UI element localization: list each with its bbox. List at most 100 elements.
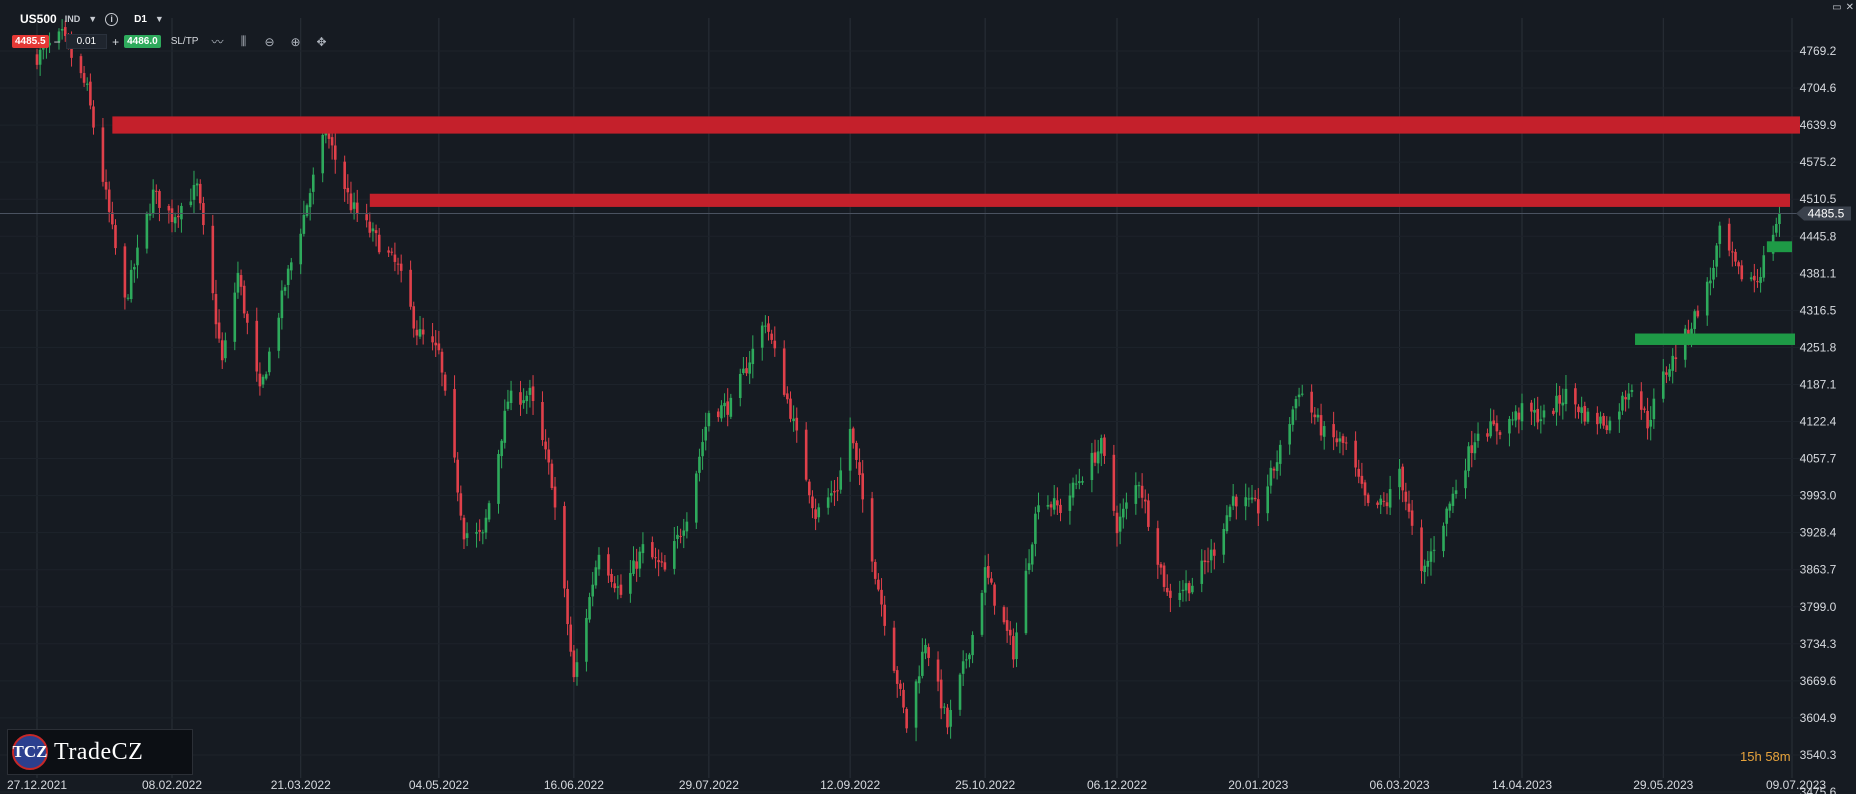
candle-body [1266,486,1269,514]
candle-body [1470,445,1474,454]
candle-body [1756,281,1759,283]
candle-body [79,56,83,74]
candle-body [1034,513,1037,544]
candle-body [1514,411,1518,421]
candle-body [443,374,447,391]
candle-body [883,604,886,626]
candle-body [1445,508,1448,524]
candle-body [1213,549,1216,556]
candle-body [330,137,334,146]
candle-body [943,706,946,708]
candle-body [663,562,667,570]
candle-body [1398,468,1401,488]
candle-body [657,560,660,563]
candle-body [760,325,764,348]
candle-body [1008,629,1012,636]
candle-body [1247,498,1251,500]
candle-body [1056,500,1059,506]
candle-body [1624,397,1627,400]
candle-body [1693,311,1696,330]
candle-body [242,285,246,314]
candle-body [1200,560,1204,584]
candle-body [921,651,924,676]
x-tick-label: 27.12.2021 [7,778,67,792]
candle-body [1508,418,1511,434]
candle-body [459,493,463,516]
candle-body [1162,565,1166,587]
sell-button[interactable]: 4485.5 [12,35,49,48]
candle-body [453,389,456,458]
quantity-input[interactable]: 0.01 [65,34,108,49]
resistance-zone [369,193,1790,207]
candle-body [1300,393,1304,395]
candle-body [1727,223,1731,251]
candle-body [133,267,136,270]
quantity-increase-button[interactable]: + [112,34,120,49]
candle-body [927,647,930,658]
y-tick-label: 3799.0 [1800,600,1837,614]
crosshair-icon[interactable]: ✥ [316,34,327,49]
candle-body [173,217,177,224]
candle-body [1165,587,1169,593]
zoom-in-icon[interactable]: ⊕ [290,34,301,49]
buy-button[interactable]: 4486.0 [124,35,161,48]
candle-body [855,442,858,460]
candles-icon[interactable]: ⫼ [240,34,247,48]
quantity-decrease-button[interactable]: − [53,34,61,49]
info-icon[interactable]: i [105,12,119,26]
candle-body [594,567,598,586]
chevron-down-icon[interactable]: ▼ [88,14,98,24]
candle-body [1630,389,1634,392]
candle-body [861,473,864,500]
candle-body [236,272,240,293]
sl-tp-button[interactable]: SL/TP [170,36,199,47]
candle-body [239,275,243,287]
x-tick-label: 12.09.2022 [820,778,880,792]
candle-body [365,214,368,221]
line-chart-icon[interactable]: 〰 [211,35,224,49]
timeframe-selector[interactable]: D1 [134,13,147,25]
candle-body [355,202,359,214]
candle-body [873,561,877,579]
countdown-minutes: 58m [1765,749,1791,764]
candle-body [792,418,795,422]
candle-body [1078,481,1081,484]
candle-body [748,362,751,374]
y-tick-label: 3475.6 [1800,785,1837,794]
x-tick-label: 08.02.2022 [142,778,202,792]
candle-body [726,401,729,415]
candle-body [1253,497,1257,500]
candle-body [654,557,657,559]
candle-body [1096,451,1100,464]
candle-body [1423,565,1426,573]
candle-body [1602,415,1605,426]
candle-body [572,650,576,678]
candle-body [607,554,610,576]
timeframe-chevron-down-icon[interactable]: ▼ [154,14,164,24]
candle-body [233,292,237,342]
candle-body [836,490,839,492]
candle-body [101,127,105,182]
candle-body [412,306,416,329]
y-tick-label: 4316.5 [1800,303,1837,317]
symbol-selector[interactable]: US500 [20,12,57,26]
candle-body [877,579,880,590]
candle-body [1059,504,1062,514]
maximize-icon[interactable]: ▭ [1832,2,1842,13]
candle-body [1599,416,1602,424]
candle-body [880,589,883,605]
zoom-out-icon[interactable]: ⊖ [264,34,275,49]
y-tick-label: 3540.3 [1800,748,1837,762]
candle-body [895,670,899,684]
support-zone [1766,241,1792,253]
candle-body [914,681,918,728]
candle-body [41,46,45,50]
candle-body [673,541,676,569]
candle-body [503,410,507,443]
candle-body [89,81,92,106]
candle-body [1382,500,1386,502]
close-icon[interactable]: ✕ [1845,2,1854,13]
current-price-label: 4485.5 [1808,207,1845,221]
candle-body [660,561,664,563]
